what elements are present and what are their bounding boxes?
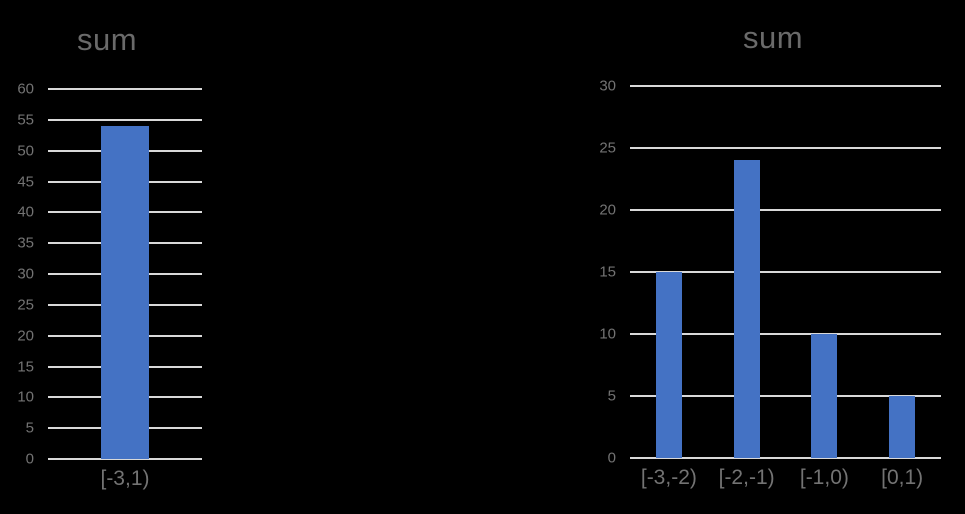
y-axis-tick-label: 30 bbox=[17, 265, 34, 283]
plot-area: 0 5 10 15 20 25 30 [-3,-2) [-2,-1) [-1,0) [0,1) bbox=[599, 78, 941, 489]
y-axis-tick-label: 0 bbox=[607, 449, 616, 467]
y-axis-tick-label: 35 bbox=[17, 234, 34, 252]
x-axis-category-label: [-1,0) bbox=[799, 466, 849, 489]
y-axis-tick-label: 5 bbox=[25, 419, 34, 437]
gridline bbox=[630, 457, 941, 459]
gridline bbox=[48, 458, 202, 460]
x-axis-category-label: [-2,-1) bbox=[718, 466, 775, 489]
bar-[-1,0) bbox=[811, 334, 838, 458]
x-axis-category-label: [-3,1) bbox=[100, 467, 150, 490]
y-axis-tick-label: 40 bbox=[17, 203, 34, 221]
chart-title: sum bbox=[76, 22, 138, 57]
y-axis-tick-label: 25 bbox=[17, 296, 34, 314]
bar-[-2,-1) bbox=[733, 160, 760, 458]
bar-[-3,1) bbox=[101, 126, 149, 459]
bar-[-3,-2) bbox=[655, 272, 682, 458]
histogram-chart-right: sum 0 5 10 15 20 25 30 [-3,-2) [-2,-1) [-1,0) [0,1… bbox=[595, 0, 951, 514]
y-axis-tick-label: 15 bbox=[599, 263, 616, 281]
gridline bbox=[630, 147, 941, 149]
y-axis-tick-label: 55 bbox=[17, 111, 34, 129]
y-axis-tick-label: 25 bbox=[599, 139, 616, 157]
gridline bbox=[48, 88, 202, 90]
plot-area: 0 5 10 15 20 25 30 35 40 45 50 55 60 [-3,1) bbox=[17, 81, 202, 490]
histogram-chart-left: sum 0 5 10 15 20 25 30 35 40 45 50 55 60 [-3,1) bbox=[0, 0, 214, 514]
chart-title: sum bbox=[742, 20, 804, 55]
gridline bbox=[630, 271, 941, 273]
y-axis-tick-label: 20 bbox=[599, 201, 616, 219]
y-axis-tick-label: 20 bbox=[17, 327, 34, 345]
gridline bbox=[630, 85, 941, 87]
y-axis-tick-label: 45 bbox=[17, 173, 34, 190]
x-axis-category-label: [-3,-2) bbox=[640, 466, 697, 489]
gridline bbox=[630, 209, 941, 211]
y-axis-tick-label: 0 bbox=[25, 450, 34, 468]
gridline bbox=[630, 333, 941, 335]
y-axis-tick-label: 60 bbox=[17, 80, 34, 98]
x-axis-category-label: [0,1) bbox=[881, 466, 924, 489]
y-axis-tick-label: 5 bbox=[607, 387, 616, 405]
y-axis-tick-label: 10 bbox=[17, 388, 34, 406]
gridline bbox=[630, 395, 941, 397]
y-axis-tick-label: 30 bbox=[599, 77, 616, 95]
y-axis-tick-label: 10 bbox=[599, 325, 616, 343]
gridline bbox=[48, 118, 202, 121]
bar-[0,1) bbox=[889, 396, 916, 458]
y-axis-tick-label: 15 bbox=[17, 358, 34, 375]
y-axis-tick-label: 50 bbox=[17, 142, 34, 160]
